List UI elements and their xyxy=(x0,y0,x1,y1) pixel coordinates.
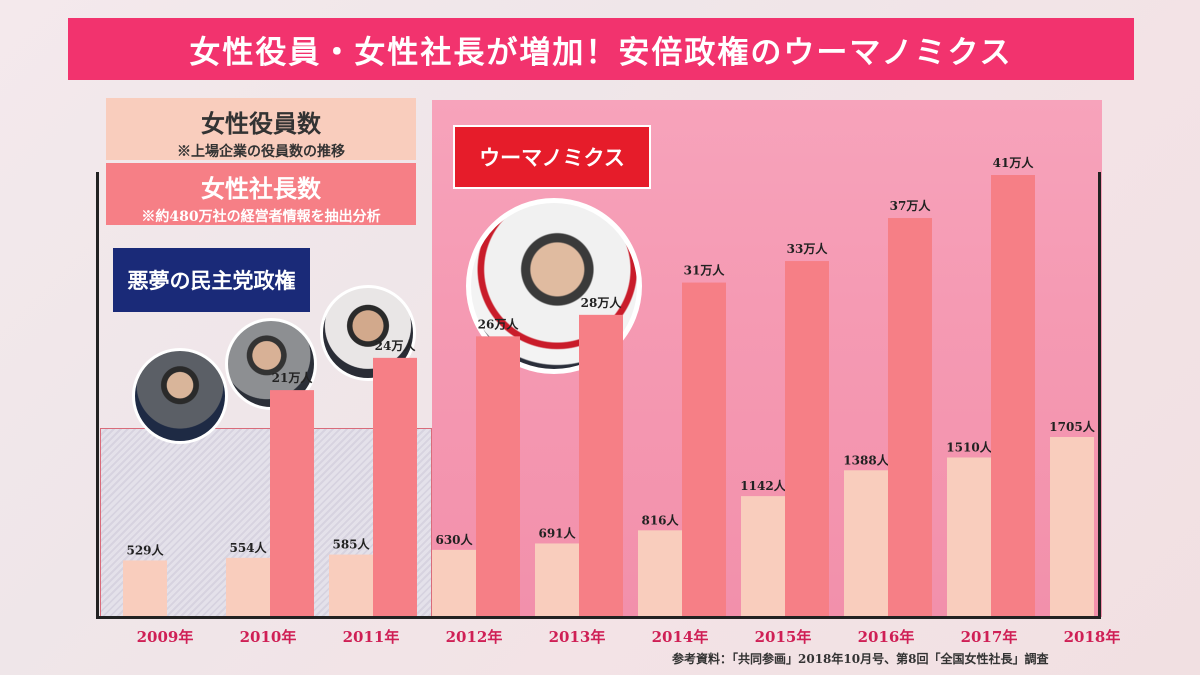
legend-executives: 女性役員数 ※上場企業の役員数の推移 xyxy=(106,98,416,160)
x-tick-label: 2009年 xyxy=(137,628,194,646)
data-label-presidents: 26万人 xyxy=(478,316,520,331)
page-title: 女性役員・女性社長が増加！安倍政権のウーマノミクス xyxy=(68,18,1134,80)
data-label-presidents: 21万人 xyxy=(272,370,314,385)
data-label-presidents: 24万人 xyxy=(375,338,417,353)
x-tick-label: 2015年 xyxy=(755,628,812,646)
bar-executives xyxy=(844,470,888,616)
bar-presidents xyxy=(270,390,314,616)
x-tick-label: 2011年 xyxy=(343,628,400,646)
x-tick-label: 2014年 xyxy=(652,628,709,646)
legend-presidents: 女性社長数 ※約480万社の経営者情報を抽出分析 xyxy=(106,163,416,225)
data-label-executives: 1705人 xyxy=(1049,419,1095,434)
bar-executives xyxy=(535,543,579,616)
data-label-executives: 691人 xyxy=(538,525,576,540)
bar-executives xyxy=(329,554,373,616)
bar-presidents xyxy=(888,218,932,616)
legend-presidents-note: ※約480万社の経営者情報を抽出分析 xyxy=(141,209,381,225)
y-axis-left xyxy=(96,172,99,618)
bar-presidents xyxy=(682,282,726,616)
x-tick-label: 2010年 xyxy=(240,628,297,646)
data-label-executives: 1142人 xyxy=(740,478,786,493)
x-tick-label: 2013年 xyxy=(549,628,606,646)
bar-executives xyxy=(226,557,270,616)
bar-presidents xyxy=(476,336,520,616)
bar-presidents xyxy=(373,357,417,616)
abe-era-badge: ウーマノミクス xyxy=(453,125,651,189)
bar-executives xyxy=(123,560,167,616)
bar-executives xyxy=(1050,437,1094,616)
data-label-presidents: 41万人 xyxy=(993,155,1035,170)
x-tick-label: 2016年 xyxy=(858,628,915,646)
bar-executives xyxy=(741,496,785,616)
source-note: 参考資料：「共同参画」2018年10月号、第8回「全国女性社長」調査 xyxy=(672,652,1049,666)
bar-executives xyxy=(638,530,682,616)
legend-presidents-title: 女性社長数 xyxy=(201,174,321,203)
bar-presidents xyxy=(785,261,829,616)
data-label-executives: 585人 xyxy=(332,537,370,552)
dpj-era-badge: 悪夢の民主党政権 xyxy=(113,248,310,312)
data-label-presidents: 37万人 xyxy=(890,198,932,213)
data-label-presidents: 28万人 xyxy=(581,295,623,310)
portrait-photo-2 xyxy=(225,318,317,410)
data-label-executives: 1510人 xyxy=(946,439,992,454)
bar-presidents xyxy=(991,175,1035,616)
legend-executives-note: ※上場企業の役員数の推移 xyxy=(177,144,345,160)
x-tick-label: 2012年 xyxy=(446,628,503,646)
y-axis-right xyxy=(1098,172,1101,618)
data-label-executives: 554人 xyxy=(229,540,267,555)
bar-presidents xyxy=(579,314,623,616)
data-label-executives: 529人 xyxy=(126,542,164,557)
bar-executives xyxy=(947,457,991,616)
x-axis xyxy=(96,616,1101,619)
data-label-presidents: 33万人 xyxy=(787,241,829,256)
x-tick-label: 2018年 xyxy=(1064,628,1121,646)
data-label-executives: 630人 xyxy=(435,532,473,547)
bar-executives xyxy=(432,549,476,616)
data-label-executives: 816人 xyxy=(641,512,679,527)
legend-executives-title: 女性役員数 xyxy=(201,109,321,138)
data-label-presidents: 31万人 xyxy=(684,263,726,278)
data-label-executives: 1388人 xyxy=(843,452,889,467)
portrait-photo-1 xyxy=(132,348,228,444)
x-tick-label: 2017年 xyxy=(961,628,1018,646)
